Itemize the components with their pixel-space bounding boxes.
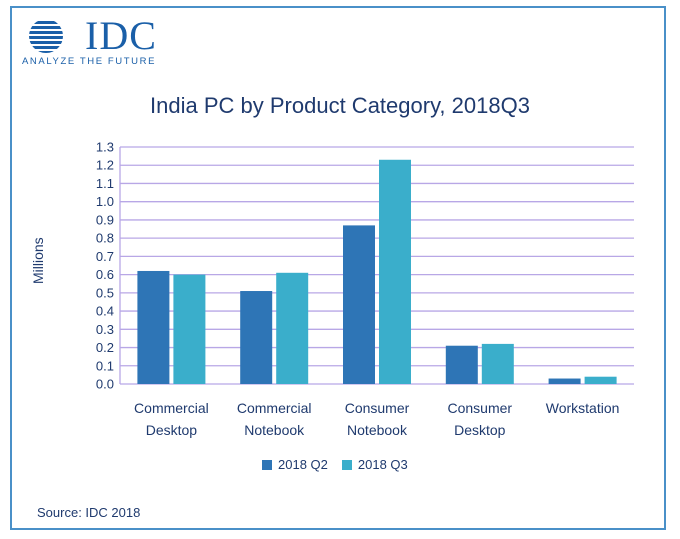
x-category-label: Desktop [146, 422, 198, 438]
y-tick-label: 0.3 [96, 322, 114, 337]
bar-q2 [548, 378, 581, 384]
bar-q2 [240, 291, 273, 384]
x-category-label: Consumer [448, 400, 513, 416]
logo-wordmark: IDC [85, 13, 157, 58]
y-tick-label: 0.9 [96, 212, 114, 227]
x-category-label: Notebook [244, 422, 305, 438]
y-tick-label: 0.0 [96, 377, 114, 392]
logo-tagline: ANALYZE THE FUTURE [22, 56, 157, 67]
legend-swatch-q2 [262, 459, 272, 470]
legend-label-q2: 2018 Q2 [278, 457, 328, 472]
bar-q3 [276, 272, 309, 384]
y-tick-label: 0.8 [96, 231, 114, 246]
source-note: Source: IDC 2018 [37, 505, 141, 520]
y-tick-label: 0.4 [96, 304, 114, 319]
bar-q3 [379, 159, 411, 384]
y-tick-label: 0.1 [96, 358, 114, 373]
y-tick-label: 1.3 [96, 140, 114, 155]
legend-swatch-q3 [341, 459, 352, 470]
x-category-label: Consumer [345, 400, 410, 416]
globe-icon [29, 21, 63, 53]
y-tick-label: 1.2 [96, 158, 114, 173]
y-tick-label: 1.1 [96, 176, 114, 191]
x-category-label: Notebook [347, 422, 408, 438]
y-tick-label: 1.0 [96, 194, 114, 209]
x-category-label: Commercial [237, 400, 312, 416]
legend: 2018 Q2 2018 Q3 [262, 457, 422, 472]
x-category-label: Commercial [134, 400, 209, 416]
chart-title: India PC by Product Category, 2018Q3 [150, 93, 530, 118]
legend-item-q2: 2018 Q2 [262, 457, 328, 472]
y-tick-label: 0.6 [96, 267, 114, 282]
bar-q3 [584, 376, 617, 384]
bar-q3 [481, 343, 514, 384]
y-tick-label: 0.2 [96, 340, 114, 355]
chart-frame [10, 6, 666, 530]
bar-q3 [173, 274, 206, 384]
legend-label-q3: 2018 Q3 [357, 457, 408, 472]
idc-logo: IDC ANALYZE THE FUTURE [22, 16, 172, 68]
bar-q2 [445, 345, 478, 384]
legend-item-q3: 2018 Q3 [341, 457, 408, 472]
bar-q2 [343, 225, 375, 384]
y-tick-label: 0.7 [96, 249, 114, 264]
bar-q2 [137, 270, 170, 384]
x-category-label: Desktop [454, 422, 506, 438]
x-category-label: Workstation [546, 400, 620, 416]
y-tick-label: 0.5 [96, 285, 114, 300]
